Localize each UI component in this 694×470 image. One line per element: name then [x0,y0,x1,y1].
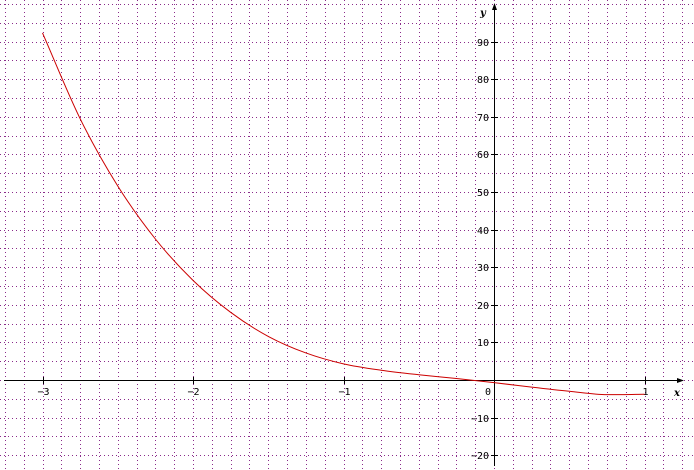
y-axis-arrow-icon [492,3,497,10]
y-axis-label: y [479,8,487,19]
y-tick-label: 20 [477,301,489,312]
x-tick-label: −3 [37,387,49,398]
y-tick-label: 80 [477,75,489,86]
y-tick-label: 40 [477,226,489,237]
x-tick-label: 1 [642,387,648,398]
y-tick-label: 10 [477,338,489,349]
y-tick-label: −20 [471,451,489,462]
y-tick-label: 90 [477,38,489,49]
x-tick-label: −2 [187,387,199,398]
y-tick-label: −10 [471,414,489,425]
series-points [41,31,646,396]
axes [4,3,684,466]
y-tick-label: 50 [477,188,489,199]
x-tick-label: −1 [338,387,350,398]
y-tick-label: 60 [477,150,489,161]
origin-label: 0 [485,387,491,398]
y-tick-label: 70 [477,113,489,124]
ticks: −3 −2 −1 1 −20 −10 10 20 30 40 50 60 70 80 90 [37,38,648,462]
x-axis-arrow-icon [677,378,684,383]
x-axis-label: x [673,388,681,399]
y-tick-label: 30 [477,263,489,274]
series-line [42,32,645,396]
